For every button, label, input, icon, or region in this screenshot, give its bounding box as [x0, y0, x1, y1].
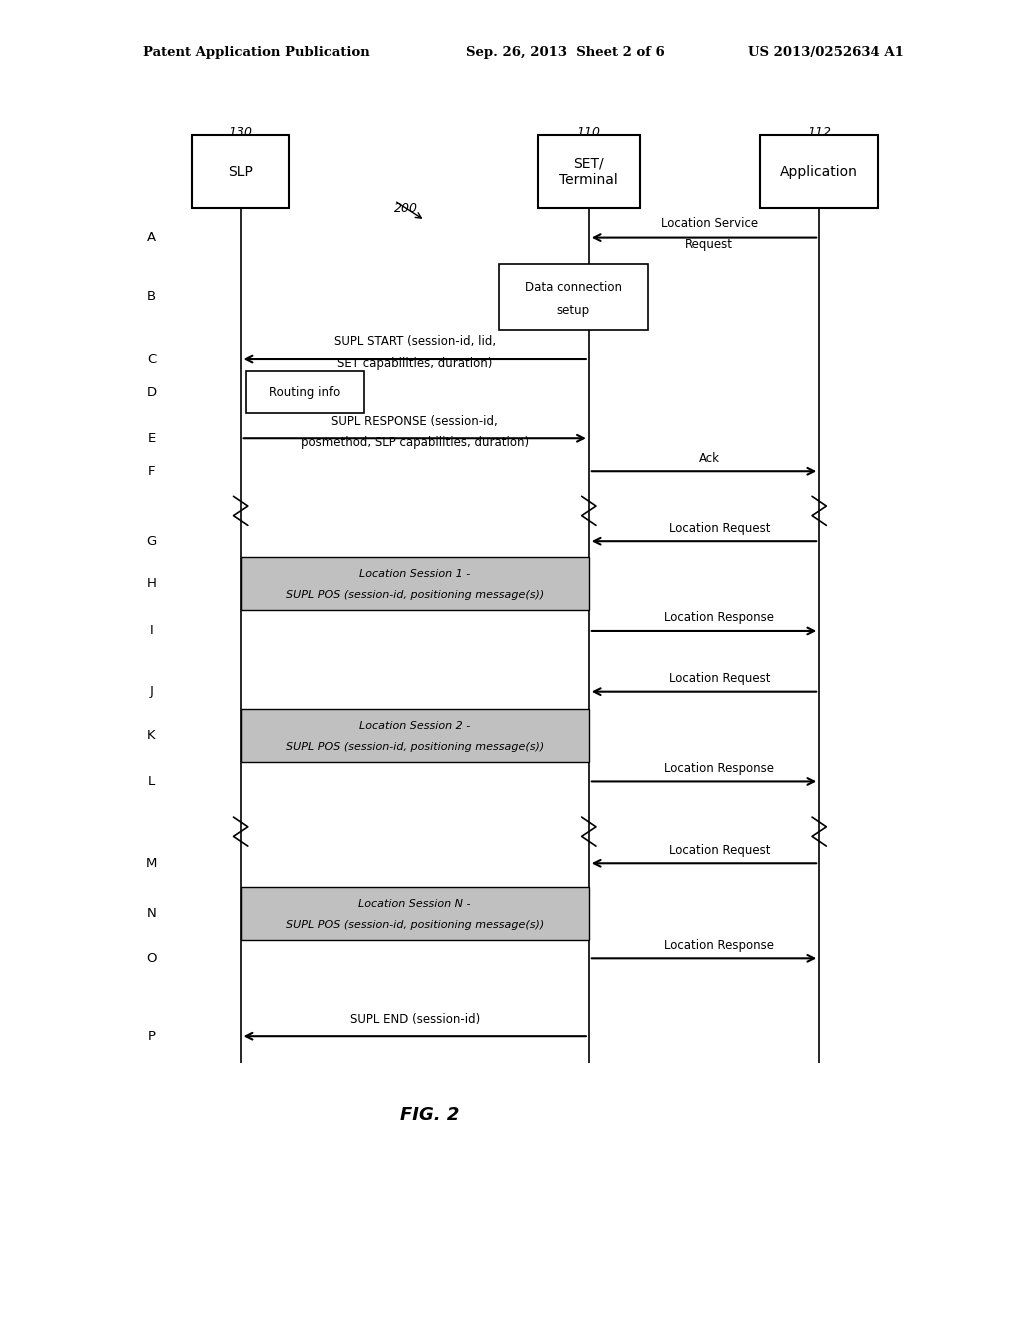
- Text: SUPL START (session-id, lid,: SUPL START (session-id, lid,: [334, 335, 496, 348]
- Bar: [241, 709, 589, 762]
- Text: L: L: [147, 775, 156, 788]
- Text: Location Response: Location Response: [665, 762, 774, 775]
- Text: K: K: [147, 729, 156, 742]
- Text: O: O: [146, 952, 157, 965]
- Text: posmethod, SLP capabilities, duration): posmethod, SLP capabilities, duration): [301, 436, 528, 449]
- Text: I: I: [150, 624, 154, 638]
- Text: SUPL END (session-id): SUPL END (session-id): [349, 1012, 480, 1026]
- Text: 200: 200: [394, 202, 418, 215]
- Text: D: D: [146, 385, 157, 399]
- Bar: [760, 135, 879, 207]
- Text: Location Session N -: Location Session N -: [358, 899, 471, 909]
- Text: SUPL POS (session-id, positioning message(s)): SUPL POS (session-id, positioning messag…: [286, 590, 544, 601]
- Text: Location Session 2 -: Location Session 2 -: [359, 721, 470, 731]
- Text: Location Session 1 -: Location Session 1 -: [359, 569, 470, 579]
- Text: US 2013/0252634 A1: US 2013/0252634 A1: [748, 46, 903, 59]
- Text: 130: 130: [228, 125, 253, 139]
- Bar: [241, 887, 589, 940]
- Text: A: A: [147, 231, 156, 244]
- Text: SET/
Terminal: SET/ Terminal: [559, 157, 618, 186]
- Text: Location Request: Location Request: [669, 843, 770, 857]
- Text: SUPL POS (session-id, positioning message(s)): SUPL POS (session-id, positioning messag…: [286, 920, 544, 931]
- Text: SUPL POS (session-id, positioning message(s)): SUPL POS (session-id, positioning messag…: [286, 742, 544, 752]
- Text: setup: setup: [557, 304, 590, 317]
- Text: Location Response: Location Response: [665, 939, 774, 952]
- Text: N: N: [146, 907, 157, 920]
- Text: H: H: [146, 577, 157, 590]
- Text: Location Service: Location Service: [660, 216, 758, 230]
- Text: 112: 112: [807, 125, 831, 139]
- Text: 110: 110: [577, 125, 601, 139]
- Bar: [241, 557, 589, 610]
- Text: M: M: [145, 857, 158, 870]
- Text: Patent Application Publication: Patent Application Publication: [143, 46, 370, 59]
- Text: Application: Application: [780, 165, 858, 178]
- Text: Sep. 26, 2013  Sheet 2 of 6: Sep. 26, 2013 Sheet 2 of 6: [466, 46, 665, 59]
- Text: SLP: SLP: [228, 165, 253, 178]
- Bar: [246, 371, 364, 413]
- Text: J: J: [150, 685, 154, 698]
- Text: Location Request: Location Request: [669, 521, 770, 535]
- Bar: [193, 135, 289, 207]
- Text: E: E: [147, 432, 156, 445]
- Text: C: C: [146, 352, 157, 366]
- Text: Location Request: Location Request: [669, 672, 770, 685]
- Text: SET capabilities, duration): SET capabilities, duration): [337, 356, 493, 370]
- Text: FIG. 2: FIG. 2: [400, 1106, 460, 1125]
- Text: F: F: [147, 465, 156, 478]
- Text: Location Response: Location Response: [665, 611, 774, 624]
- Text: Request: Request: [685, 238, 733, 251]
- Text: Data connection: Data connection: [525, 281, 622, 294]
- Text: B: B: [147, 290, 156, 304]
- Text: Ack: Ack: [698, 451, 720, 465]
- Bar: [538, 135, 640, 207]
- Text: G: G: [146, 535, 157, 548]
- Text: P: P: [147, 1030, 156, 1043]
- Text: SUPL RESPONSE (session-id,: SUPL RESPONSE (session-id,: [332, 414, 498, 428]
- Text: Routing info: Routing info: [269, 385, 340, 399]
- Bar: [499, 264, 647, 330]
